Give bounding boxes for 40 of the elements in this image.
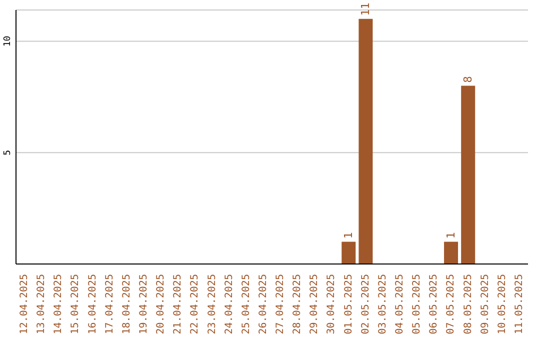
x-tick-label: 07.05.2025 bbox=[446, 274, 457, 334]
x-tick-label: 15.04.2025 bbox=[70, 274, 82, 334]
x-tick-label: 30.04.2025 bbox=[326, 274, 338, 334]
data-label: 1 bbox=[342, 232, 356, 239]
x-tick-label: 23.04.2025 bbox=[206, 274, 218, 334]
x-tick-label: 17.04.2025 bbox=[104, 274, 116, 334]
y-tick-label: 5 bbox=[3, 150, 13, 156]
bar bbox=[444, 242, 458, 264]
x-tick-label: 22.04.2025 bbox=[190, 274, 201, 334]
x-tick-label: 19.04.2025 bbox=[138, 274, 150, 334]
x-tick-label: 24.04.2025 bbox=[224, 274, 235, 334]
x-tick-label: 12.04.2025 bbox=[19, 274, 30, 334]
x-tick-label: 25.04.2025 bbox=[240, 274, 252, 334]
bar bbox=[358, 18, 373, 264]
x-tick-label: 21.04.2025 bbox=[172, 274, 184, 334]
x-tick-label: 10.05.2025 bbox=[496, 274, 508, 334]
x-tick-label: 27.04.2025 bbox=[275, 274, 286, 334]
x-tick-label: 03.05.2025 bbox=[377, 274, 388, 334]
x-tick-label: 08.05.2025 bbox=[462, 274, 474, 334]
x-tick-label: 02.05.2025 bbox=[360, 274, 372, 334]
data-label: 11 bbox=[359, 2, 372, 16]
bar bbox=[342, 242, 356, 264]
x-tick-label: 04.05.2025 bbox=[394, 274, 406, 334]
x-tick-label: 06.05.2025 bbox=[428, 274, 440, 334]
x-tick-label: 05.05.2025 bbox=[412, 274, 423, 334]
x-tick-label: 16.04.2025 bbox=[87, 274, 98, 334]
bar bbox=[461, 86, 476, 264]
data-label: 8 bbox=[462, 76, 475, 83]
x-tick-label: 26.04.2025 bbox=[258, 274, 269, 334]
x-tick-label: 11.05.2025 bbox=[514, 274, 525, 334]
x-tick-label: 09.05.2025 bbox=[480, 274, 491, 334]
x-tick-label: 20.04.2025 bbox=[156, 274, 167, 334]
data-label: 1 bbox=[444, 232, 458, 239]
x-tick-label: 01.05.2025 bbox=[343, 274, 354, 334]
x-tick-label: 13.04.2025 bbox=[36, 274, 48, 334]
x-tick-label: 18.04.2025 bbox=[121, 274, 132, 334]
y-tick-label: 10 bbox=[3, 36, 13, 47]
x-tick-label: 29.04.2025 bbox=[309, 274, 320, 334]
x-tick-label: 14.04.2025 bbox=[53, 274, 64, 334]
x-tick-label: 28.04.2025 bbox=[292, 274, 304, 334]
